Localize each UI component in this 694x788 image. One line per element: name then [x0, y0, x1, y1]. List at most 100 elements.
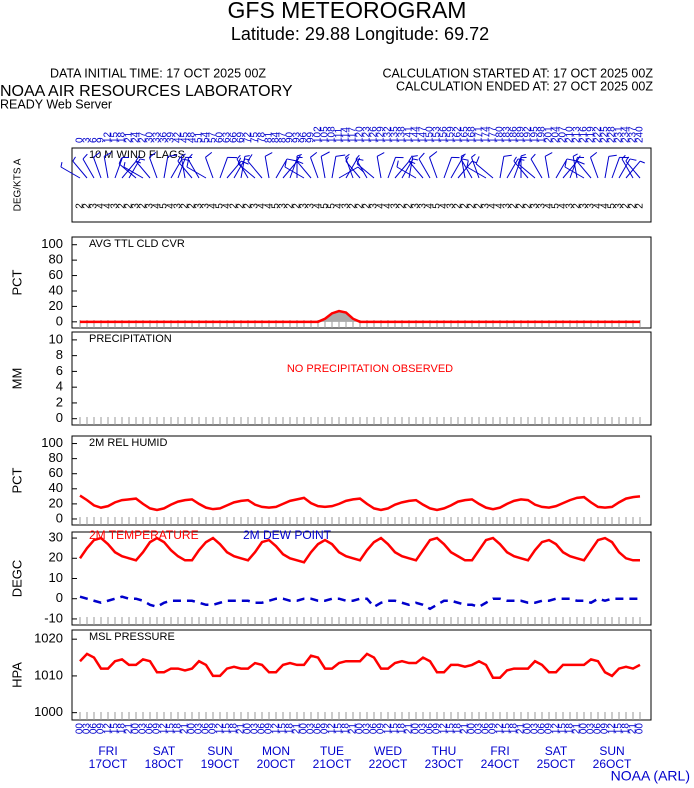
wind-flag: [590, 157, 599, 179]
wind-speed: 3: [110, 203, 121, 209]
wind-flag: [205, 157, 214, 179]
forecast-hour: 66: [229, 131, 240, 143]
forecast-hour: 168: [467, 126, 478, 143]
date-label: 21OCT: [313, 757, 352, 771]
hour-label: 12: [327, 723, 338, 735]
wind-speed: 2: [138, 203, 149, 209]
forecast-hour: 228: [607, 126, 618, 143]
wind-barb: [564, 160, 567, 168]
wind-flag: [128, 158, 141, 179]
wind-speed: 2: [362, 203, 373, 209]
wind-speed: 2: [453, 203, 464, 209]
wind-barb: [139, 158, 145, 161]
title: GFS METEOROGRAM: [228, 0, 467, 23]
wind-barb: [590, 152, 598, 158]
wind-barb: [466, 160, 469, 168]
forecast-hour: 171: [474, 126, 485, 143]
wind-flag: [457, 160, 473, 179]
y-tick-label: 60: [49, 465, 63, 480]
forecast-hour: 207: [558, 126, 569, 143]
wind-barb: [335, 154, 346, 157]
wind-barb: [264, 152, 273, 157]
wind-speed: 2: [621, 203, 632, 209]
forecast-hour: 99: [306, 131, 317, 143]
wind-speed: 3: [306, 203, 317, 209]
wind-flag: [572, 156, 578, 179]
forecast-hour: 15: [110, 131, 121, 143]
wind-barb: [135, 155, 140, 162]
forecast-hour: 156: [439, 126, 450, 143]
wind-speed: 4: [152, 203, 163, 209]
wind-speed: 4: [166, 203, 177, 209]
wind-speed: 2: [467, 203, 478, 209]
footer: NOAA (ARL): [611, 768, 690, 784]
forecast-hour: 96: [299, 131, 310, 143]
wind-flag: [118, 163, 137, 179]
hour-label: 09: [376, 723, 387, 735]
hour-label: 18: [397, 723, 408, 735]
wind-barb: [471, 153, 476, 158]
hour-label: 03: [418, 723, 429, 735]
wind-flag: [338, 166, 359, 179]
forecast-hour: 201: [544, 126, 555, 143]
y-axis-label: DEGC: [9, 560, 24, 598]
wind-barb: [461, 158, 469, 161]
wind-barb: [123, 162, 126, 168]
wind-speed: 2: [460, 203, 471, 209]
y-tick-label: 0: [56, 410, 63, 425]
wind-flag: [466, 166, 487, 179]
hour-label: 18: [173, 723, 184, 735]
wind-speed: 2: [509, 203, 520, 209]
wind-flag: [418, 158, 431, 179]
wind-flag: [82, 158, 95, 179]
forecast-hour: 114: [341, 127, 352, 143]
wind-flag: [177, 157, 186, 179]
forecast-hour: 219: [586, 126, 597, 143]
wind-barb: [180, 153, 186, 157]
hour-label: 21: [460, 723, 471, 735]
wind-flag: [376, 156, 382, 179]
y-tick-label: -10: [44, 610, 63, 625]
hour-label: 12: [159, 723, 170, 735]
wind-barb: [244, 155, 250, 157]
hour-label: 03: [362, 723, 373, 735]
day-label: MON: [262, 744, 290, 758]
hour-label: 00: [411, 723, 422, 735]
hour-label: 09: [152, 723, 163, 735]
wind-flag: [513, 160, 529, 179]
wind-speed: 5: [432, 203, 443, 209]
forecast-hour: 0: [75, 137, 86, 143]
wind-flag: [621, 158, 634, 179]
hour-label: 00: [635, 723, 646, 735]
wind-flag: [345, 160, 361, 179]
forecast-hour: 213: [572, 126, 583, 143]
wind-flag: [186, 166, 207, 179]
forecast-hour: 210: [565, 126, 576, 143]
forecast-hour: 186: [509, 126, 520, 143]
y-axis-label: PCT: [9, 269, 24, 295]
wind-speed: 2: [516, 203, 527, 209]
forecast-hour: 138: [397, 126, 408, 143]
forecast-hour: 6: [89, 137, 100, 143]
wind-barb: [356, 157, 361, 165]
wind-speed: 3: [194, 203, 205, 209]
date-label: 22OCT: [369, 757, 408, 771]
hour-label: 06: [145, 723, 156, 735]
forecast-hour: 231: [614, 126, 625, 143]
wind-speed: 4: [495, 203, 506, 209]
hour-label: 06: [313, 723, 324, 735]
forecast-hour: 51: [194, 131, 205, 143]
forecast-hour: 216: [579, 126, 590, 143]
y-tick-label: 40: [49, 480, 63, 495]
wind-speed: 5: [607, 203, 618, 209]
wind-flag: [275, 158, 288, 179]
wind-flag: [499, 156, 505, 179]
wind-flag: [460, 158, 473, 179]
wind-flag: [443, 157, 452, 179]
wind-flag: [517, 163, 536, 179]
hour-label: 18: [453, 723, 464, 735]
forecast-hour: 9: [96, 137, 107, 143]
forecast-hour: 204: [551, 126, 562, 143]
panel-title: AVG TTL CLD CVR: [89, 238, 185, 250]
wind-speed: 4: [558, 203, 569, 209]
